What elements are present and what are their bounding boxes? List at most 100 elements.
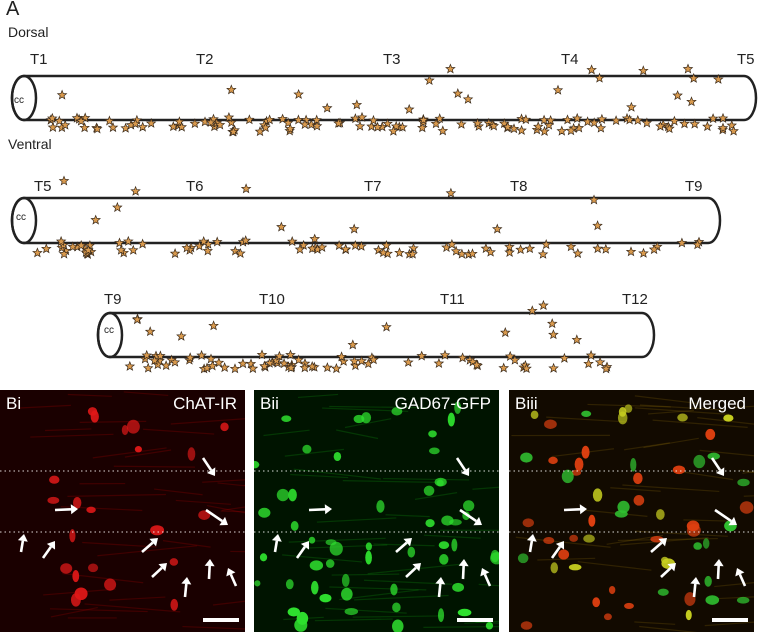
neuron-star-marker [356, 111, 368, 122]
dorsal-label: Dorsal [8, 24, 49, 40]
neuron-star-marker [445, 63, 456, 74]
cell-arrow-icon [713, 559, 724, 567]
cell-arrow-icon [458, 559, 469, 567]
neuron-star-marker [79, 122, 90, 133]
neuron-star-marker [152, 359, 164, 370]
neuron-star-marker [321, 102, 333, 113]
neuron-star-marker [541, 239, 552, 250]
neuron-star-marker [155, 350, 166, 361]
neuron-star-marker [439, 349, 451, 360]
cell-arrow-icon [715, 467, 725, 476]
neuron-star-marker [689, 118, 701, 129]
neuron-star-marker [626, 101, 637, 112]
neuron-star-marker [264, 357, 275, 368]
neuron-star-marker [573, 122, 585, 133]
neuron-star-marker [285, 123, 296, 134]
neuron-star-marker [402, 356, 414, 367]
neuron-star-marker [485, 246, 496, 257]
neuron-star-marker [144, 326, 156, 337]
neuron-star-marker [520, 114, 532, 125]
neuron-star-marker [726, 119, 738, 130]
cell-arrow-icon [300, 541, 310, 550]
neuron-star-marker [381, 321, 392, 332]
neuron-star-marker [351, 99, 363, 110]
neuron-star-marker [112, 201, 123, 213]
neuron-star-marker [207, 360, 218, 371]
neuron-star-marker [229, 363, 241, 374]
neuron-star-marker [676, 237, 688, 248]
neuron-star-marker [32, 247, 43, 258]
neuron-star-marker [196, 349, 207, 360]
segment-label-t12: T12 [622, 291, 648, 308]
neuron-star-marker [194, 240, 205, 251]
cell-arrow-icon [412, 563, 421, 572]
neuron-star-marker [446, 238, 458, 249]
neuron-star-marker [417, 122, 428, 133]
neuron-star-marker [322, 362, 333, 373]
neuron-star-marker [181, 242, 193, 253]
neuron-star-marker [366, 121, 377, 132]
neuron-star-marker [340, 243, 351, 254]
neuron-star-marker [682, 63, 694, 74]
cell-arrow-icon [70, 504, 78, 515]
panel-a-label: A [6, 0, 20, 20]
cell-arrow-icon [435, 577, 446, 585]
neuron-star-marker [594, 356, 606, 367]
neuron-star-marker [145, 117, 157, 128]
neuron-star-marker [115, 244, 127, 255]
neuron-star-marker [504, 246, 515, 257]
segment-label-t11: T11 [440, 291, 465, 308]
neuron-star-marker [122, 235, 134, 246]
spinal-cord-cylinder [96, 311, 656, 359]
neuron-star-marker [472, 117, 483, 128]
segment-label-t9: T9 [104, 291, 122, 308]
neuron-star-marker [437, 125, 449, 136]
neuron-star-marker [311, 114, 322, 125]
cell-arrow-icon [181, 577, 192, 585]
neuron-star-marker [331, 363, 342, 374]
neuron-star-marker [664, 123, 675, 134]
neuron-star-marker [299, 362, 310, 373]
neuron-star-marker [67, 241, 79, 252]
neuron-star-marker [131, 314, 143, 325]
cell-arrow-icon [690, 577, 701, 585]
neuron-star-marker [226, 84, 237, 95]
neuron-star-marker [504, 241, 515, 252]
neuron-star-marker [285, 362, 297, 373]
neuron-star-marker [373, 244, 384, 255]
cell-arrow-icon [219, 516, 228, 526]
neuron-star-marker [259, 360, 270, 371]
neuron-star-marker [350, 239, 361, 251]
neuron-star-marker [565, 125, 577, 136]
cell-arrow-icon [158, 563, 167, 572]
neuron-star-marker [55, 235, 67, 247]
neuron-star-marker [142, 362, 154, 373]
channel-label-gad67: GAD67-GFP [394, 394, 491, 413]
cord-schematic-svg [10, 63, 758, 374]
neuron-star-marker [114, 237, 125, 248]
micrograph-chat-image [0, 390, 245, 632]
neuron-star-marker [548, 329, 559, 340]
neuron-star-marker [276, 221, 287, 232]
neuron-star-marker [354, 120, 366, 131]
neuron-star-marker [672, 90, 683, 101]
neuron-star-marker [416, 350, 427, 361]
neuron-star-marker [592, 243, 603, 254]
neuron-star-marker [500, 327, 511, 338]
neuron-star-marker [717, 122, 729, 133]
cell-arrow-icon [271, 534, 282, 542]
cell-arrow-icon [204, 559, 215, 567]
neuron-star-marker [189, 118, 201, 129]
neuron-star-marker [219, 362, 230, 373]
neuron-star-marker [348, 223, 360, 234]
neuron-star-marker [176, 121, 187, 132]
neuron-star-marker [707, 113, 719, 124]
neuron-star-marker [298, 239, 309, 250]
neuron-star-marker [565, 241, 577, 252]
neuron-star-marker [641, 117, 653, 128]
segment-label-t1: T1 [30, 51, 48, 68]
neuron-star-marker [509, 354, 521, 365]
neuron-star-marker [202, 245, 213, 256]
neuron-star-marker [648, 244, 660, 255]
neuron-star-marker [508, 123, 520, 134]
